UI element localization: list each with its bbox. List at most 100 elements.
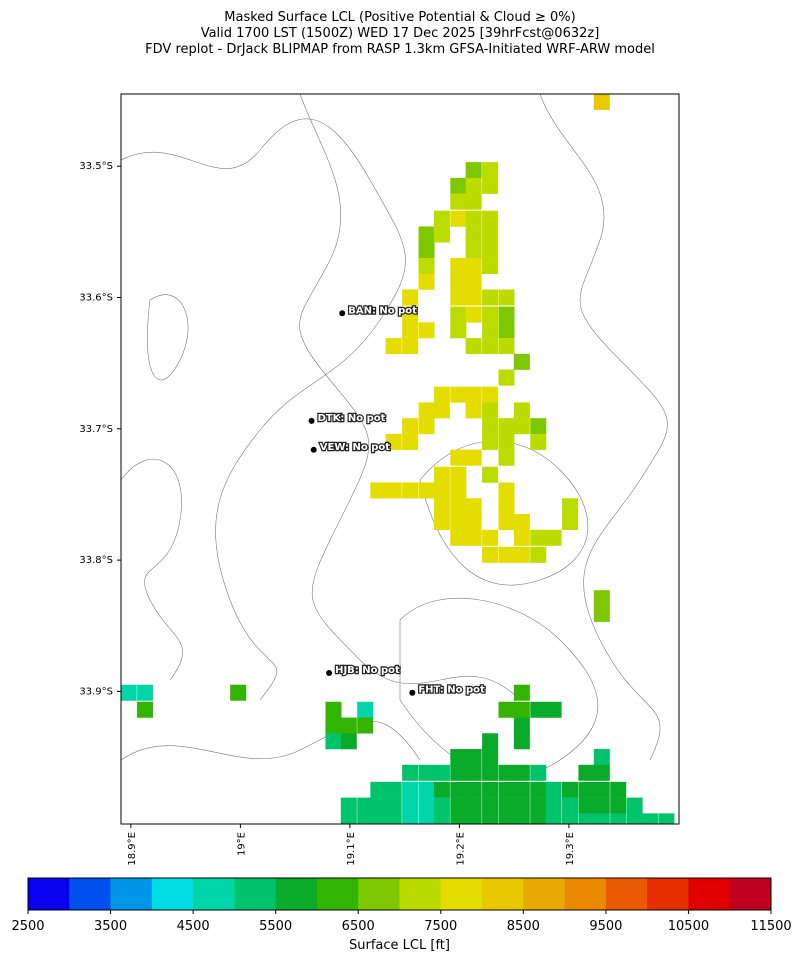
lcl-cell [402, 289, 419, 306]
lcl-cell [418, 797, 435, 814]
lcl-cell [513, 717, 530, 734]
lcl-cell [450, 498, 467, 515]
lcl-cell [465, 749, 482, 766]
lcl-cell [418, 781, 435, 798]
lcl-cell [593, 605, 610, 622]
lcl-cell [482, 749, 499, 766]
lcl-cell [465, 338, 482, 355]
lcl-cell [545, 813, 562, 824]
colorbar-segment [399, 878, 442, 910]
lcl-cell [530, 781, 547, 798]
lcl-cell [465, 210, 482, 227]
lcl-cell [498, 797, 515, 814]
lcl-cell [498, 338, 515, 355]
lcl-cell [402, 306, 419, 323]
lcl-cell [513, 546, 530, 563]
lcl-cell [340, 733, 357, 750]
lcl-cell [357, 717, 374, 734]
lcl-cell [450, 781, 467, 798]
lcl-cell [482, 797, 499, 814]
lcl-cell [498, 813, 515, 824]
lcl-cell [418, 402, 435, 419]
lcl-cell [593, 590, 610, 607]
station-marker [326, 670, 333, 677]
lcl-cell [433, 781, 450, 798]
lcl-cell [385, 813, 402, 824]
lcl-cell [418, 273, 435, 290]
lcl-cell [578, 813, 595, 824]
colorbar-tick-label: 11500 [750, 919, 791, 934]
lcl-cell [513, 813, 530, 824]
colorbar-segment [69, 878, 112, 910]
lcl-cell [513, 764, 530, 781]
station-label: HJB: No pot [335, 665, 400, 676]
colorbar-label: Surface LCL [ft] [349, 938, 450, 953]
lcl-cell [418, 322, 435, 339]
colorbar-segment [729, 878, 772, 910]
lcl-cell [465, 193, 482, 210]
lcl-cell [482, 177, 499, 194]
lcl-cell [450, 482, 467, 499]
lcl-cell [482, 546, 499, 563]
lcl-cell [450, 529, 467, 546]
lcl-cell [530, 813, 547, 824]
lcl-cell [513, 797, 530, 814]
lcl-cell [530, 764, 547, 781]
lcl-cell [562, 797, 579, 814]
lcl-cell [482, 226, 499, 243]
title-line: FDV replot - DrJack BLIPMAP from RASP 1.… [145, 42, 655, 57]
lcl-cell [325, 717, 342, 734]
lcl-cell [465, 781, 482, 798]
lcl-cell [513, 701, 530, 718]
colorbar-segment [110, 878, 153, 910]
lcl-cell [498, 514, 515, 531]
station-label: FHT: No pot [418, 685, 485, 696]
lcl-cell [482, 338, 499, 355]
lcl-cell [450, 273, 467, 290]
lcl-cell [498, 482, 515, 499]
lcl-cell [593, 764, 610, 781]
lcl-cell [137, 701, 154, 718]
lcl-cell [465, 162, 482, 179]
lcl-cell [482, 466, 499, 483]
lcl-cell [530, 418, 547, 435]
lcl-cell [465, 529, 482, 546]
lcl-cell [450, 813, 467, 824]
colorbar-segment [688, 878, 731, 910]
lcl-cells [121, 94, 675, 824]
y-tick-label: 33.7°S [79, 424, 113, 435]
lcl-cell [402, 322, 419, 339]
lcl-cell [498, 322, 515, 339]
lcl-cell [433, 386, 450, 403]
map-frame [120, 93, 680, 825]
lcl-cell [325, 733, 342, 750]
lcl-cell [450, 797, 467, 814]
lcl-cell [450, 210, 467, 227]
station-label: BAN: No pot [348, 305, 417, 316]
colorbar-segment [316, 878, 359, 910]
lcl-cell [482, 433, 499, 450]
lcl-cell [641, 813, 658, 824]
lcl-cell [498, 701, 515, 718]
colorbar-tick-label: 9500 [589, 919, 622, 934]
lcl-cell [230, 684, 247, 701]
y-tick-label: 33.9°S [79, 686, 113, 697]
colorbar-segment [440, 878, 483, 910]
lcl-cell [402, 338, 419, 355]
lcl-cell [370, 797, 387, 814]
station-marker [339, 310, 346, 317]
lcl-cell [418, 226, 435, 243]
station-marker [310, 446, 317, 453]
lcl-cell [593, 781, 610, 798]
lcl-cell [385, 797, 402, 814]
lcl-cell [450, 177, 467, 194]
lcl-cell [402, 418, 419, 435]
lcl-cell [626, 797, 643, 814]
lcl-cell [340, 813, 357, 824]
lcl-cell [482, 529, 499, 546]
lcl-cell [593, 94, 610, 110]
lcl-cell [402, 813, 419, 824]
station-label: DTK: No pot [318, 413, 386, 424]
lcl-cell [513, 418, 530, 435]
lcl-cell [402, 781, 419, 798]
